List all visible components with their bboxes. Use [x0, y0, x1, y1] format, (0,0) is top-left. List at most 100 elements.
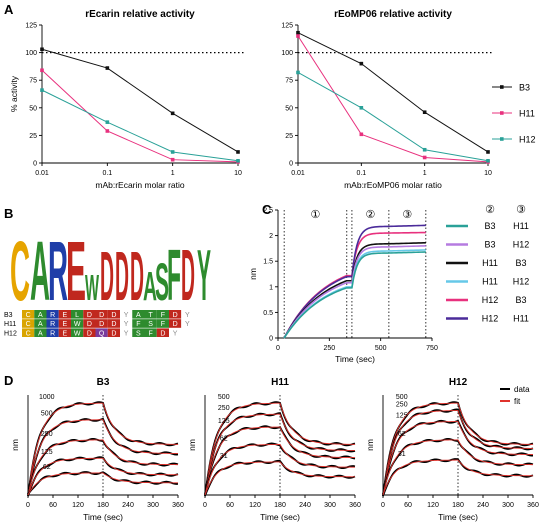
alignment-residue: A [136, 312, 141, 319]
legend-panel-d: data fit [500, 385, 530, 406]
data-trace-500 [27, 417, 179, 495]
x-tick-label: 360 [172, 502, 184, 509]
chart-binning-sensorgram: 0 0.5 1 1.5 2 2.5 0 250 500 750 Time (sec) nm ① ② ③ [248, 208, 438, 365]
series-line-h12-h11 [283, 224, 426, 339]
alignment-residue: Y [124, 321, 129, 328]
legend-label: H12 [513, 277, 530, 287]
y-tick-label: 125 [281, 23, 293, 30]
x-tick-label: 240 [122, 502, 134, 509]
y-tick-label: 0 [269, 336, 273, 343]
alignment-cell [34, 328, 47, 337]
x-tick-label: 240 [477, 502, 489, 509]
series-line-h12 [297, 72, 489, 162]
data-point-h12 [296, 70, 300, 75]
legend-panel-c: ② ③ B3 H11 B3 H12 H11 B3 H11 H12 H12 B3 H12 H11 [446, 204, 529, 324]
data-trace-62 [27, 471, 179, 495]
alignment-cell [107, 328, 120, 337]
chart-title: H12 [449, 377, 468, 388]
alignment-row-label: H12 [4, 330, 17, 337]
alignment-residue: D [87, 321, 92, 328]
alignment-residue: A [38, 321, 43, 328]
y-tick-label: 50 [29, 105, 37, 112]
alignment-residue: Y [124, 330, 129, 337]
alignment-residue: E [63, 321, 68, 328]
alignment-residue: T [148, 312, 153, 319]
fit-trace-1000 [27, 402, 179, 496]
legend-label: B3 [484, 240, 495, 250]
x-tick-label: 300 [324, 502, 336, 509]
alignment-cell [22, 328, 35, 337]
data-trace-125 [382, 419, 534, 495]
x-tick-label: 240 [299, 502, 311, 509]
x-tick-label: 10 [234, 170, 242, 177]
legend-label: B3 [515, 258, 526, 268]
series-line-h12 [41, 89, 239, 162]
data-trace-62 [204, 442, 356, 496]
alignment-residue: D [99, 312, 104, 319]
alignment-cell [120, 319, 133, 328]
legend-header: ② [485, 204, 495, 216]
data-trace-31 [382, 458, 534, 497]
panel-letter-a: A [4, 2, 14, 17]
alignment-cell [34, 319, 47, 328]
alignment-cell [22, 319, 35, 328]
alignment-residue: D [99, 321, 104, 328]
fit-trace-125 [27, 457, 179, 496]
alignment-cell [120, 310, 133, 319]
alignment-cell [120, 328, 133, 337]
alignment-cell [144, 328, 157, 337]
fit-trace-31 [204, 461, 356, 496]
data-point-h12 [486, 158, 490, 163]
alignment-residue: R [50, 312, 55, 319]
legend-label: B3 [515, 295, 526, 305]
alignment-cell [71, 310, 84, 319]
legend-label: H11 [482, 258, 498, 268]
legend-label: H11 [513, 221, 529, 231]
data-point-h12 [359, 106, 364, 110]
legend-panel-a: B3 H11 H12 [492, 83, 536, 145]
x-tick-label: 0 [203, 502, 207, 509]
data-point-b3 [40, 47, 44, 52]
alignment-residue: W [74, 321, 81, 328]
legend-marker [500, 137, 504, 141]
concentration-label: 62 [220, 435, 228, 442]
alignment-cell [83, 328, 96, 337]
alignment-residue: Y [124, 312, 129, 319]
alignment-row-label: B3 [4, 312, 13, 319]
data-point-b3 [105, 66, 110, 70]
x-tick-label: 250 [323, 345, 335, 352]
alignment-residue: E [63, 330, 68, 337]
x-tick-label: 0.01 [291, 170, 305, 177]
series-line-b3 [297, 32, 489, 153]
alignment-cell [58, 328, 71, 337]
concentration-label: 125 [218, 418, 230, 425]
alignment-cell [181, 319, 194, 328]
alignment-cell [132, 328, 145, 337]
x-tick-label: 120 [427, 502, 439, 509]
concentration-label: 31 [220, 453, 228, 460]
x-tick-label: 60 [49, 502, 57, 509]
alignment-residue: A [38, 330, 43, 337]
legend-label: H12 [519, 135, 536, 145]
alignment-cell [34, 310, 47, 319]
series-line-h12-b3 [283, 231, 426, 339]
y-tick-label: 1 [269, 284, 273, 291]
concentration-label: 1000 [39, 394, 55, 401]
x-tick-label: 120 [72, 502, 84, 509]
y-tick-label: 125 [25, 23, 37, 30]
alignment-residue: C [26, 321, 31, 328]
legend-header: ③ [516, 204, 526, 216]
y-tick-label: 75 [285, 78, 293, 85]
alignment-residue: C [26, 312, 31, 319]
logo-letter: R [48, 224, 68, 318]
x-tick-label: 60 [404, 502, 412, 509]
data-point-h12 [170, 150, 175, 154]
alignment-cell [169, 310, 182, 319]
alignment-residue: F [136, 321, 140, 328]
x-tick-label: 0 [381, 502, 385, 509]
data-trace-62 [382, 438, 534, 495]
y-tick-label: 100 [281, 50, 293, 57]
alignment-cell [83, 310, 96, 319]
chart-reomp06-activity: rEoMP06 relative activity 0 25 50 75 100 125 0.… [281, 9, 494, 190]
series-line-h11 [41, 69, 239, 163]
